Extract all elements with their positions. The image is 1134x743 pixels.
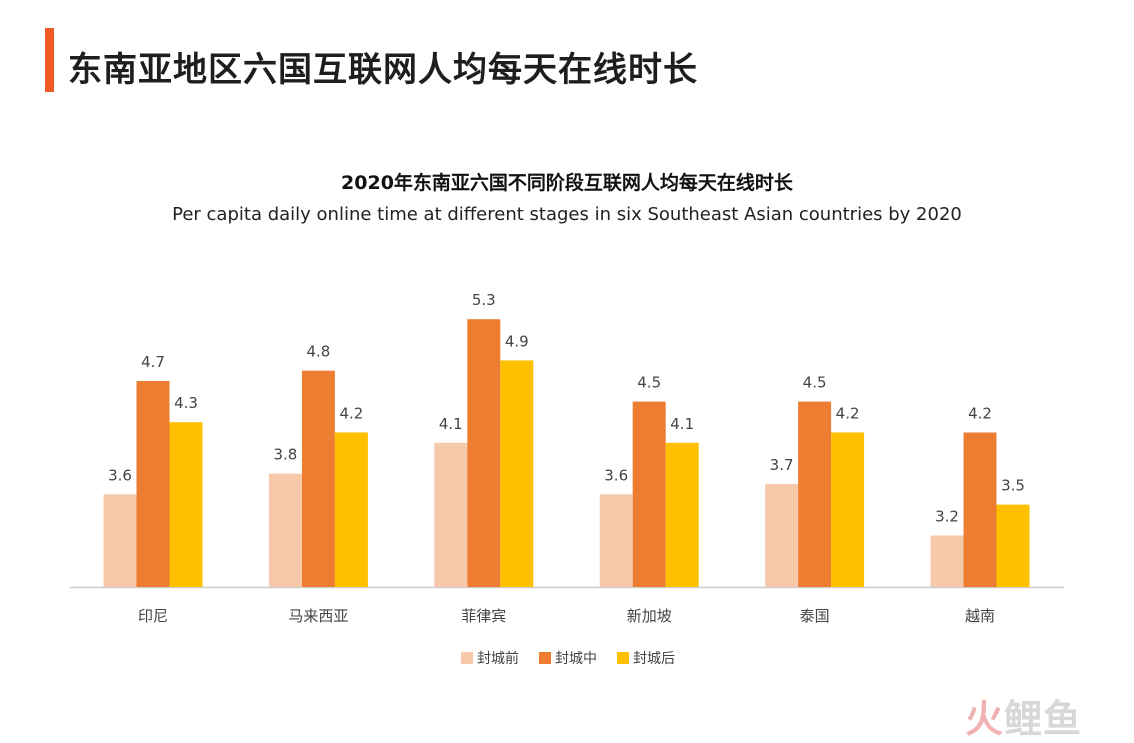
bar-1-1 [103, 494, 137, 587]
data-label: 4.8 [306, 343, 330, 361]
bar-2-3 [467, 319, 501, 587]
data-label: 3.5 [1001, 477, 1025, 495]
legend-label: 封城中 [555, 651, 597, 667]
data-label: 3.6 [604, 466, 628, 484]
watermark-fire-char: 火 [965, 697, 1005, 741]
bar-2-1 [136, 381, 170, 587]
bar-2-2 [301, 370, 335, 587]
legend-label: 封城后 [633, 651, 675, 667]
data-label: 3.6 [108, 466, 132, 484]
category-label: 越南 [965, 607, 995, 625]
page-title: 东南亚地区六国互联网人均每天在线时长 [68, 50, 698, 90]
data-label: 4.5 [803, 374, 827, 392]
watermark-logo: 火鲤鱼 [965, 688, 1082, 743]
data-label: 4.3 [174, 394, 198, 412]
data-label: 3.8 [273, 446, 297, 464]
bar-1-3 [434, 442, 468, 587]
data-label: 4.2 [836, 405, 860, 423]
bar-2-5 [798, 401, 832, 587]
bar-1-2 [268, 473, 302, 587]
category-label: 马来西亚 [288, 607, 348, 625]
bar-1-4 [599, 494, 633, 587]
data-label: 4.5 [637, 374, 661, 392]
bar-3-1 [169, 422, 203, 587]
legend-swatch [539, 652, 551, 664]
legend-label: 封城前 [477, 650, 519, 667]
data-label: 4.1 [439, 415, 463, 433]
legend-swatch [461, 652, 473, 664]
bar-3-2 [334, 432, 368, 587]
chart-subtitle: Per capita daily online time at differen… [172, 204, 962, 225]
category-label: 泰国 [800, 607, 830, 625]
title-accent-bar [45, 28, 54, 92]
data-label: 5.3 [472, 291, 496, 309]
data-label: 3.7 [770, 456, 794, 474]
bar-3-3 [500, 360, 534, 587]
data-label: 4.2 [968, 405, 992, 423]
data-label: 4.2 [339, 405, 363, 423]
chart-title: 2020年东南亚六国不同阶段互联网人均每天在线时长 [341, 172, 793, 194]
category-label: 菲律宾 [461, 607, 506, 625]
data-label: 4.7 [141, 353, 165, 371]
category-label: 印尼 [138, 607, 168, 625]
bar-2-6 [963, 432, 997, 587]
legend-swatch [617, 652, 629, 664]
bar-2-4 [632, 401, 666, 587]
category-label: 新加坡 [627, 607, 672, 625]
data-label: 4.9 [505, 332, 529, 350]
bar-3-5 [831, 432, 865, 587]
bar-3-4 [665, 442, 699, 587]
bar-1-5 [765, 484, 799, 587]
bar-1-6 [930, 535, 964, 587]
data-label: 4.1 [670, 415, 694, 433]
watermark-rest: 鲤鱼 [1004, 697, 1083, 741]
data-label: 3.2 [935, 508, 959, 526]
bar-3-6 [996, 504, 1030, 587]
